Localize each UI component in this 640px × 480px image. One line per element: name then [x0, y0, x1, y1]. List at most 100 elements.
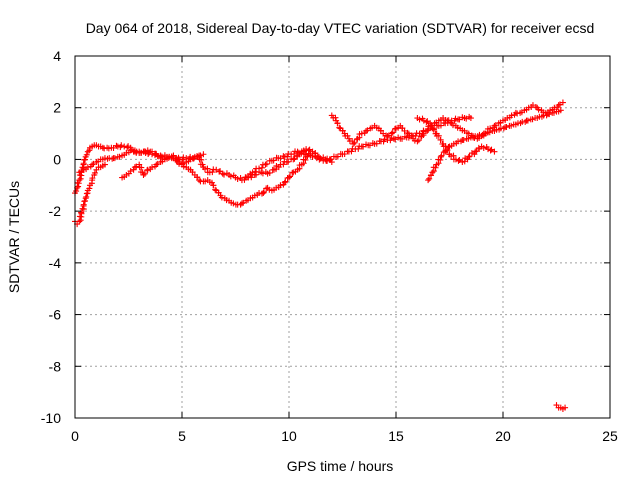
y-tick-label: 2 [53, 100, 61, 116]
data-point [197, 152, 204, 159]
x-tick-label: 0 [71, 428, 79, 444]
data-marks [72, 99, 569, 412]
data-point [535, 106, 542, 113]
data-point [350, 140, 357, 147]
data-point [80, 201, 87, 208]
data-point [80, 160, 87, 167]
data-point [77, 175, 84, 182]
data-point [437, 122, 444, 129]
data-point [449, 122, 456, 129]
y-tick-labels: -10 -8 -6 -4 -2 0 2 4 [41, 48, 61, 426]
data-point [238, 200, 245, 207]
data-point [91, 169, 98, 176]
data-point [551, 104, 558, 111]
data-point [432, 164, 439, 171]
data-point [437, 136, 444, 143]
data-point [404, 129, 411, 136]
data-point [210, 182, 217, 189]
data-point [381, 136, 388, 143]
data-point [285, 158, 292, 165]
data-point [262, 161, 269, 168]
data-point [557, 107, 564, 114]
series-track-h [414, 115, 498, 166]
data-point [555, 102, 562, 109]
data-point [491, 122, 498, 129]
x-tick-labels: 0 5 10 15 20 25 [71, 428, 618, 444]
grid-lines [75, 56, 610, 418]
data-point [437, 156, 444, 163]
data-point [532, 104, 539, 111]
x-tick-label: 5 [178, 428, 186, 444]
data-point [427, 172, 434, 179]
data-point [508, 112, 515, 119]
x-tick-label: 10 [281, 428, 297, 444]
data-point [444, 147, 451, 154]
data-point [363, 127, 370, 134]
data-point [266, 169, 273, 176]
data-point [76, 218, 83, 225]
data-point [389, 129, 396, 136]
data-point [141, 170, 148, 177]
data-point [290, 156, 297, 163]
data-point [334, 120, 341, 127]
data-point [234, 175, 241, 182]
data-point [286, 174, 292, 181]
data-point [344, 132, 351, 139]
data-point [86, 185, 93, 192]
series-track-f [328, 99, 566, 147]
data-point [423, 119, 430, 126]
tick-marks [74, 55, 611, 419]
data-point [81, 156, 88, 163]
data-point [460, 136, 467, 143]
data-point [83, 190, 90, 197]
data-point [282, 178, 289, 185]
data-point [75, 183, 82, 190]
data-point [180, 154, 187, 161]
data-point [149, 164, 156, 171]
data-point [151, 150, 158, 157]
data-point [355, 145, 362, 152]
data-point [466, 153, 473, 160]
data-point [408, 132, 415, 139]
data-point [341, 150, 348, 157]
series-track-g [425, 107, 564, 184]
data-point [487, 147, 494, 154]
data-point [455, 157, 462, 164]
data-point [316, 156, 323, 163]
series-track-e [243, 113, 474, 181]
data-point [111, 155, 118, 162]
y-tick-label: -6 [49, 307, 62, 323]
data-point [437, 153, 444, 160]
data-point [309, 154, 316, 161]
data-point [200, 151, 207, 158]
data-point [500, 125, 507, 132]
data-point [562, 404, 569, 411]
data-point [281, 179, 288, 186]
data-point [425, 177, 432, 184]
data-point [291, 150, 298, 157]
data-point [358, 130, 365, 137]
data-point [426, 175, 433, 182]
y-tick-label: -8 [49, 358, 62, 374]
data-point [78, 209, 85, 216]
data-point [302, 156, 309, 163]
data-point [467, 115, 474, 122]
data-point [212, 186, 219, 193]
data-point [199, 161, 206, 168]
data-point [348, 148, 355, 155]
data-point [332, 114, 339, 121]
x-tick-label: 25 [602, 428, 618, 444]
data-point [480, 144, 487, 151]
data-point [430, 126, 437, 133]
data-point [514, 110, 521, 117]
data-point [260, 190, 267, 197]
data-point [73, 188, 80, 195]
data-point [295, 149, 302, 156]
data-point [351, 139, 358, 146]
data-point [435, 132, 442, 139]
y-tick-label: -10 [41, 410, 61, 426]
data-point [89, 161, 96, 168]
data-point [373, 140, 380, 147]
y-axis-label: SDTVAR / TECUs [6, 181, 22, 293]
data-point [465, 153, 472, 160]
